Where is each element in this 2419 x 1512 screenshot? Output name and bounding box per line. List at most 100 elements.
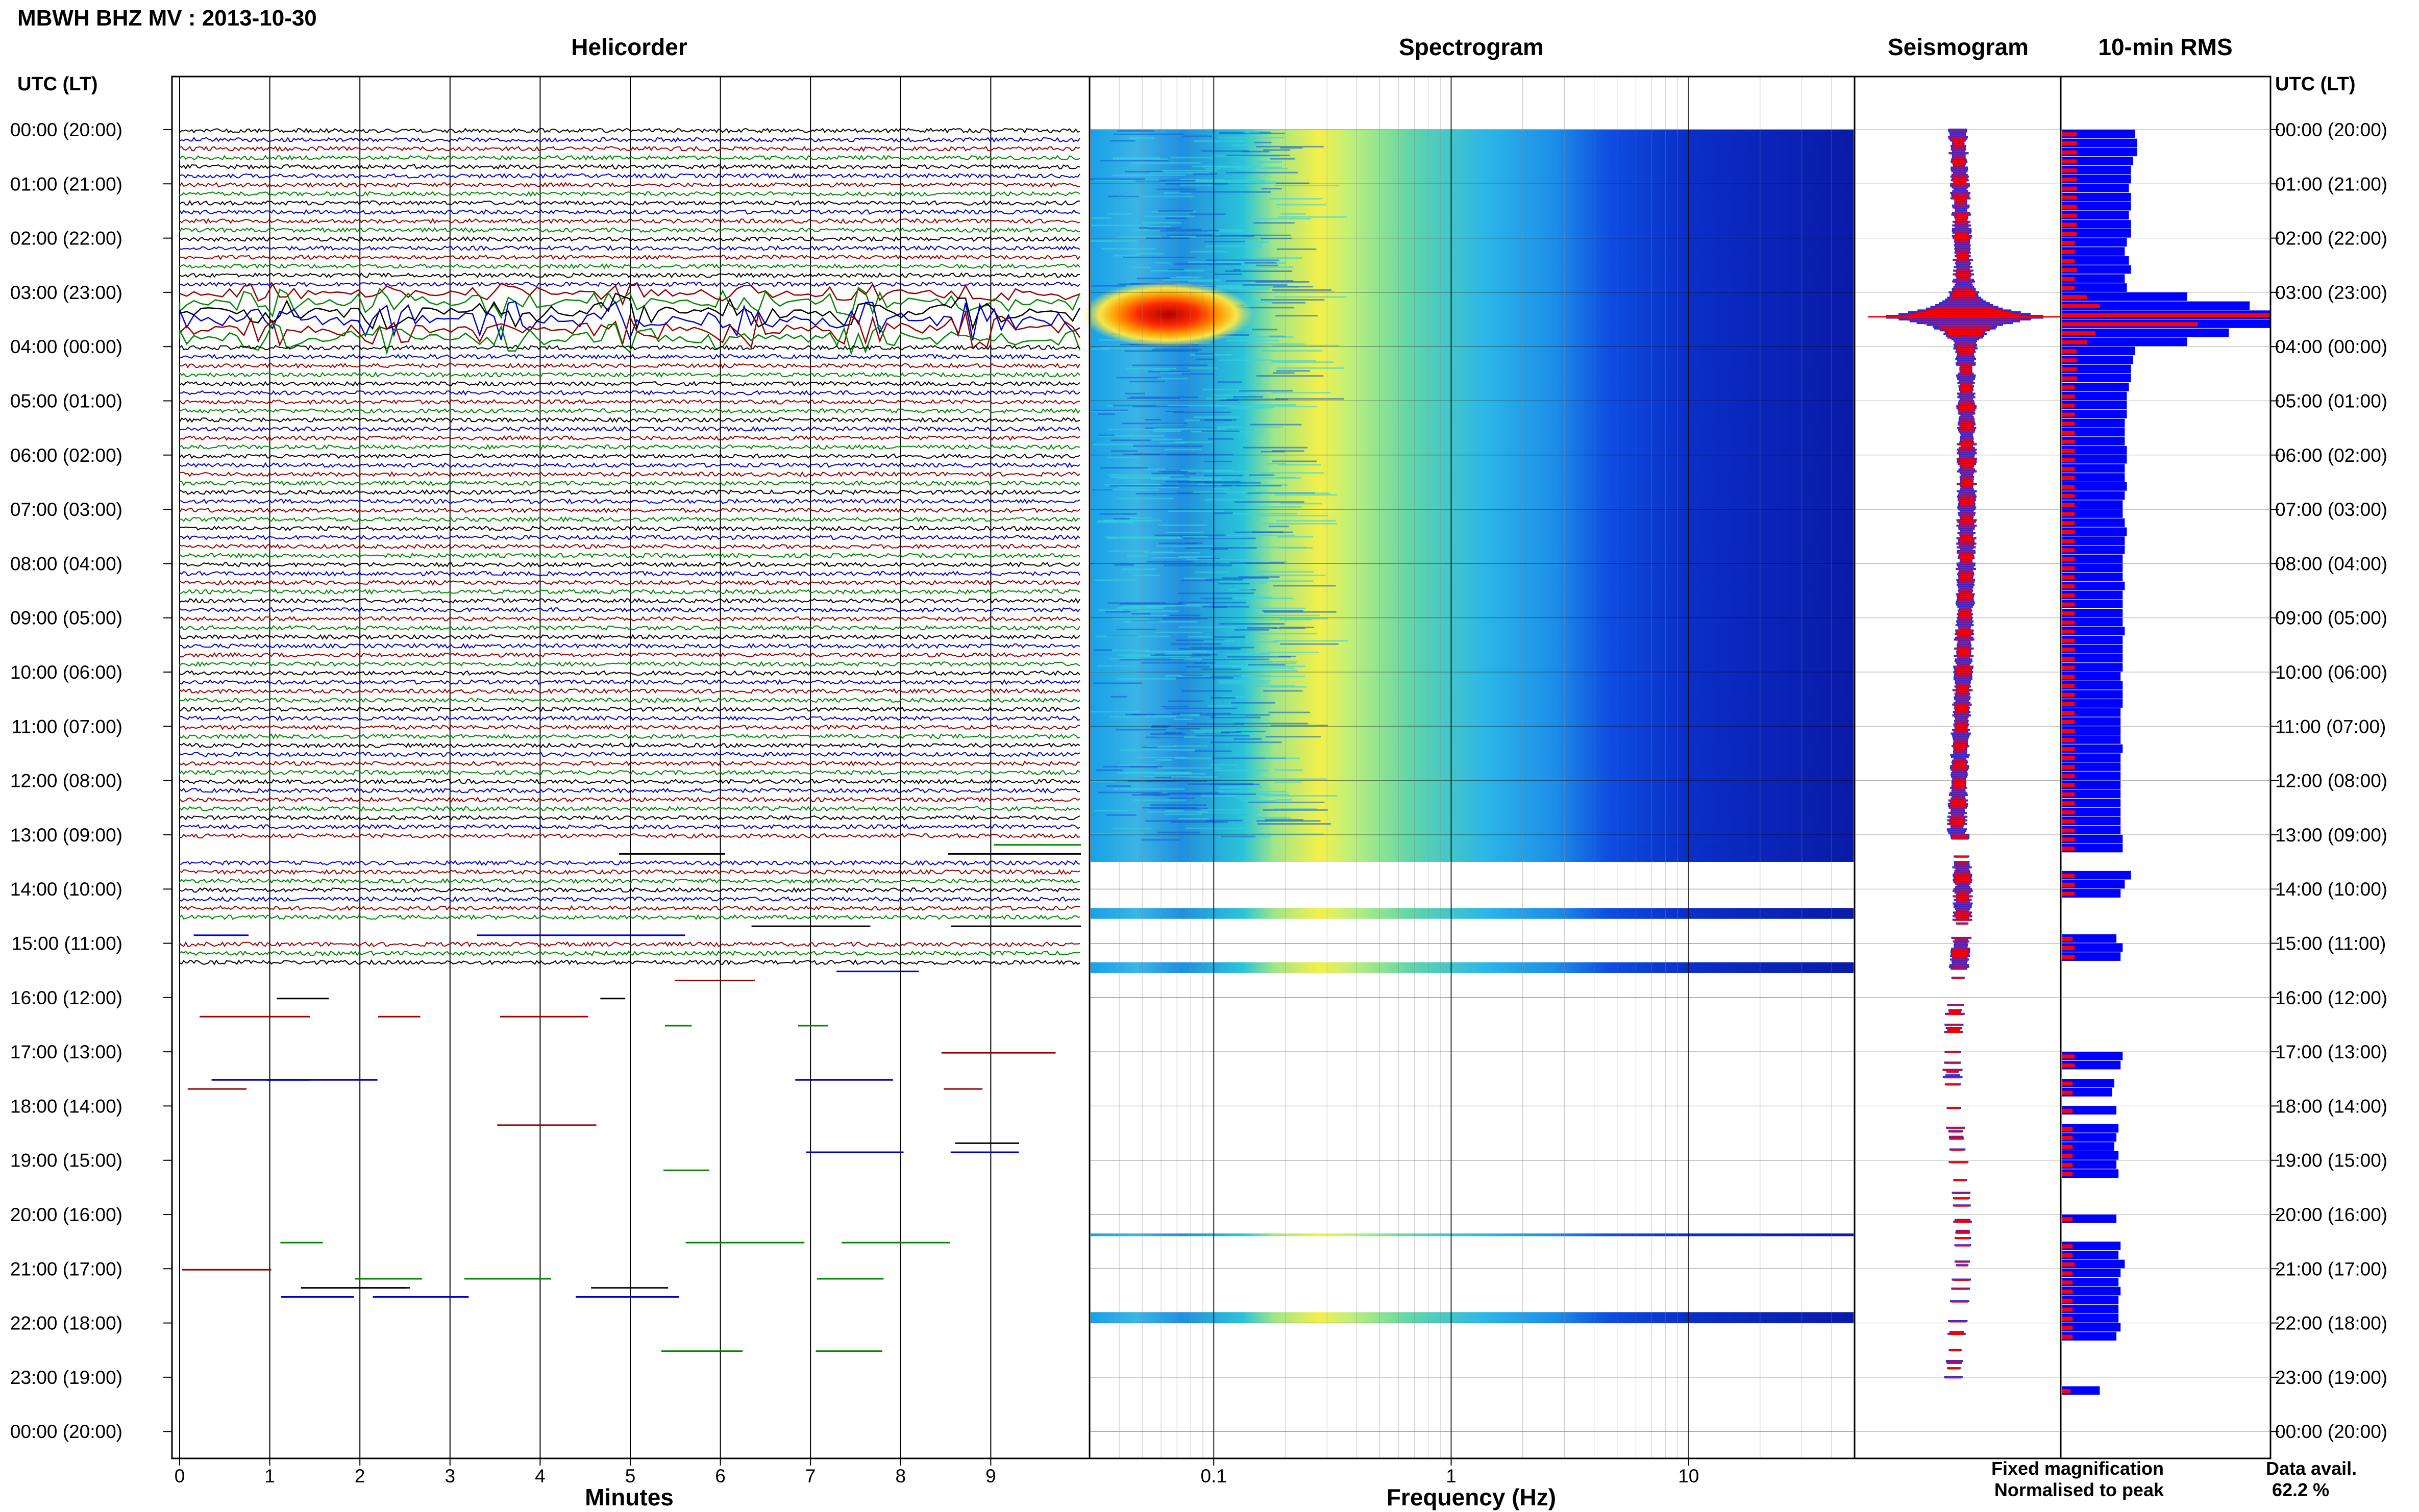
helicorder-trace (179, 733, 1080, 740)
spectrogram-speckle (1188, 783, 1253, 785)
rms-bar-fixed (2062, 1142, 2114, 1151)
spectrogram-speckle (1248, 664, 1286, 666)
spectrogram-speckle (1225, 270, 1292, 272)
helicorder-trace (179, 453, 1080, 459)
spectrogram-speckle (1164, 675, 1182, 677)
time-tick-left: 19:00 (15:00) (10, 1150, 122, 1171)
spectrogram-speckle (1153, 631, 1203, 633)
spectrogram-speckle (1142, 747, 1157, 749)
spectrogram-speckle (1109, 716, 1176, 718)
time-tick-right: 14:00 (10:00) (2275, 879, 2387, 900)
rms-bar-normalised (2062, 665, 2075, 670)
spectrogram-speckle (1100, 347, 1155, 349)
rms-bar-fixed (2062, 446, 2127, 455)
spectrogram-speckle (1185, 666, 1210, 668)
spectrogram-speckle (1107, 457, 1139, 459)
spectrogram-speckle (1156, 759, 1172, 761)
spectrogram-speckle (1132, 266, 1151, 268)
rms-bar-normalised (2062, 611, 2075, 616)
spectrogram-speckle (1141, 793, 1202, 795)
rms-bar-normalised (2062, 1253, 2073, 1258)
spectrogram-speckle (1266, 463, 1287, 465)
spectrogram-speckle (1164, 564, 1232, 566)
rms-bar-normalised (2062, 702, 2075, 706)
spectrogram-speckle (1196, 235, 1254, 237)
time-tick-right: 23:00 (19:00) (2275, 1367, 2387, 1388)
spectrogram-speckle (1098, 791, 1162, 794)
rms-bar-fixed (2062, 455, 2127, 464)
spectrogram-speckle (1253, 141, 1272, 143)
spectrogram-speckle (1176, 728, 1200, 730)
spectrogram-speckle (1272, 289, 1331, 291)
rms-bar-normalised (2062, 1154, 2073, 1158)
rms-bar-normalised (2062, 304, 2100, 308)
spectrogram-speckle (1214, 512, 1233, 514)
spectrogram-speckle (1125, 772, 1192, 774)
spectrogram-speckle (1201, 795, 1238, 797)
rms-bar-fixed (2062, 1106, 2117, 1115)
rms-bar-fixed (2062, 1079, 2114, 1087)
spectrogram-speckle (1233, 723, 1309, 725)
spectrogram-speckle (1131, 613, 1151, 615)
helicorder-trace (179, 770, 1080, 776)
spectrogram-speckle (1235, 629, 1269, 631)
minutes-tick-label: 3 (445, 1466, 456, 1486)
spectrogram-speckle (1139, 227, 1181, 229)
spectrogram-speckle (1204, 241, 1246, 243)
rms-bar-normalised (2062, 1298, 2073, 1303)
helicorder-trace (179, 272, 1080, 279)
spectrogram-speckle (1258, 472, 1324, 474)
spectrogram-speckle (1252, 571, 1314, 573)
rms-bar-fixed (2062, 428, 2125, 437)
rms-bar-normalised (2062, 729, 2075, 733)
spectrogram-speckle (1252, 790, 1287, 792)
time-tick-right: 07:00 (03:00) (2275, 499, 2387, 520)
spectrogram-speckle (1164, 732, 1182, 734)
spectrogram-speckle (1264, 166, 1282, 168)
rms-bar-fixed (2062, 708, 2121, 717)
rms-bar-normalised (2062, 412, 2075, 417)
rms-bar-fixed (2062, 834, 2123, 844)
time-tick-left: 05:00 (01:00) (10, 391, 122, 412)
rms-bar-fixed (2062, 844, 2123, 853)
spectrogram-speckle (1178, 626, 1236, 628)
spectrogram-speckle (1118, 764, 1157, 766)
spectrogram-speckle (1128, 605, 1165, 607)
frequency-tick-label: 10 (1678, 1466, 1699, 1486)
spectrogram-speckle (1220, 835, 1256, 837)
spectrogram-speckle (1250, 506, 1302, 508)
rms-bar-normalised (2062, 394, 2075, 399)
spectrogram-speckle (1249, 131, 1271, 133)
helicorder-trace (179, 344, 1080, 351)
spectrogram-speckle (1239, 390, 1293, 392)
spectrogram-speckle (1151, 478, 1222, 480)
spectrogram-speckle (1185, 827, 1250, 829)
spectrogram-speckle (1204, 482, 1261, 484)
spectrogram-speckle (1141, 662, 1206, 664)
time-tick-left: 13:00 (09:00) (10, 825, 122, 846)
helicorder-trace (179, 381, 1080, 387)
spectrogram-speckle (1091, 217, 1112, 219)
rms-bar-normalised (2062, 1063, 2075, 1068)
rms-bar-fixed (2062, 147, 2137, 157)
spectrogram-speckle (1249, 474, 1275, 476)
spectrogram-speckle (1147, 229, 1202, 231)
spectrogram-speckle (1107, 213, 1131, 215)
rms-bar-fixed (2062, 374, 2131, 383)
helicorder-trace (179, 543, 1080, 550)
rms-bar-normalised (2062, 584, 2075, 589)
rms-bar-fixed (2062, 220, 2131, 229)
spectrogram-speckle (1178, 602, 1246, 604)
spectrogram-speckle (1141, 221, 1182, 224)
rms-bar-normalised (2062, 1262, 2075, 1267)
spectrogram-speckle (1107, 474, 1184, 476)
spectrogram-speckle (1200, 598, 1233, 600)
spectrogram-speckle (1188, 280, 1213, 282)
minutes-tick-label: 2 (355, 1466, 365, 1486)
spectrogram-speckle (1187, 723, 1244, 725)
rms-bar-fixed (2062, 762, 2121, 771)
data-avail-label: Data avail. (2266, 1458, 2357, 1479)
spectrogram-speckle (1099, 513, 1137, 515)
rms-bar-fixed (2062, 654, 2123, 663)
spectrogram-speckle (1126, 367, 1176, 369)
